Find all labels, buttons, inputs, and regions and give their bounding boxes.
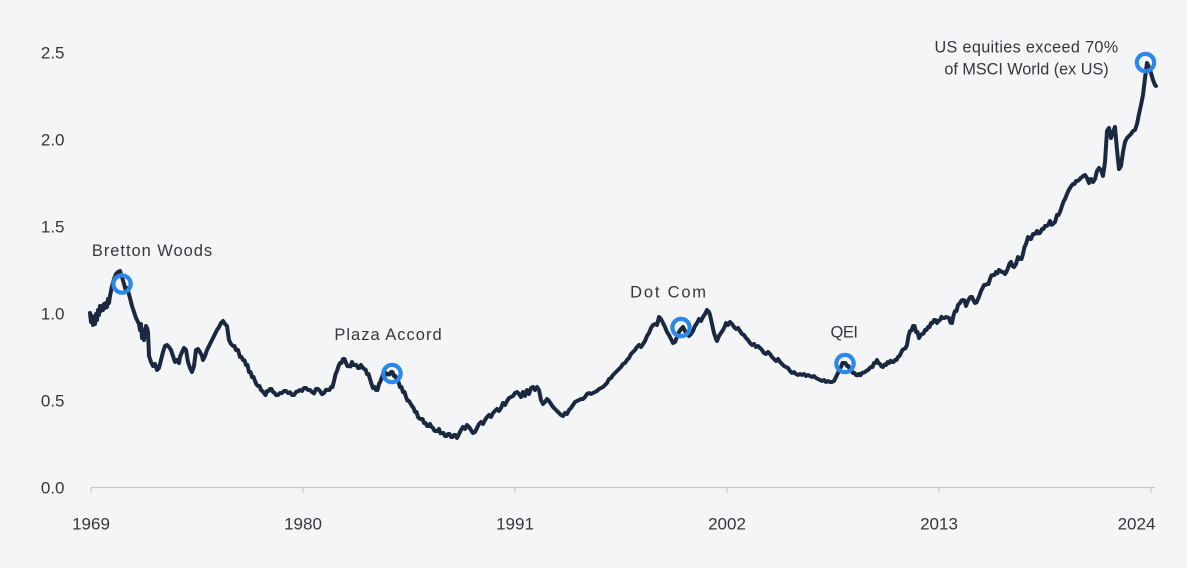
svg-text:1980: 1980 <box>284 515 322 534</box>
svg-text:US equities exceed 70%: US equities exceed 70% <box>934 39 1118 57</box>
svg-text:1.0: 1.0 <box>41 305 65 324</box>
svg-text:0.5: 0.5 <box>41 392 65 411</box>
svg-text:1.5: 1.5 <box>41 217 65 236</box>
svg-text:2.0: 2.0 <box>41 130 65 149</box>
svg-text:QEI: QEI <box>831 324 858 342</box>
svg-text:2002: 2002 <box>708 515 746 534</box>
svg-text:1991: 1991 <box>496 515 534 534</box>
svg-text:Plaza Accord: Plaza Accord <box>334 326 442 344</box>
svg-text:2024: 2024 <box>1118 515 1156 534</box>
svg-text:Dot Com: Dot Com <box>630 284 708 302</box>
svg-text:Bretton Woods: Bretton Woods <box>92 242 213 260</box>
svg-text:2013: 2013 <box>920 515 958 534</box>
svg-text:of MSCI World (ex US): of MSCI World (ex US) <box>944 61 1108 79</box>
svg-text:0.0: 0.0 <box>41 479 65 498</box>
svg-text:1969: 1969 <box>72 515 110 534</box>
svg-text:2.5: 2.5 <box>41 43 65 62</box>
